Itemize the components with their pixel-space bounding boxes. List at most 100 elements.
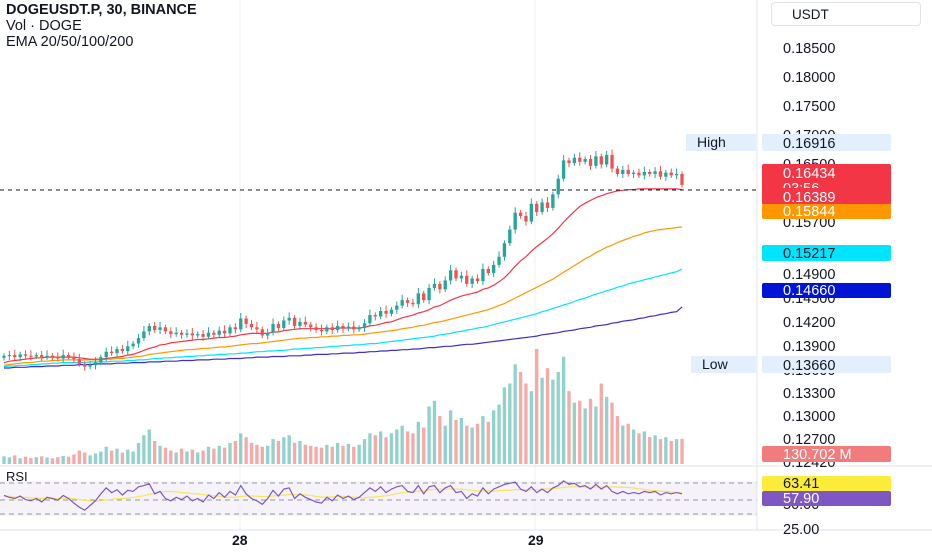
- symbol-title[interactable]: DOGEUSDT.P, 30, BINANCE: [6, 2, 197, 18]
- candle: [222, 330, 227, 334]
- candle: [422, 293, 426, 301]
- candle: [529, 203, 534, 222]
- volume-bar: [13, 455, 17, 464]
- rsi-axis-label: 25.00: [783, 522, 819, 538]
- rsi-value-label: 57.90: [783, 491, 819, 507]
- candle: [502, 243, 507, 257]
- ema-indicator-label[interactable]: EMA 20/50/100/200: [6, 34, 134, 50]
- volume-bar: [244, 437, 248, 464]
- volume-bar: [158, 445, 162, 464]
- candle: [443, 280, 447, 290]
- candle: [50, 355, 55, 357]
- ema200-line: [4, 306, 683, 369]
- volume-bar: [648, 437, 652, 464]
- candle: [61, 355, 65, 359]
- volume-bar: [39, 456, 44, 464]
- volume-bar: [174, 452, 178, 464]
- currency-selector[interactable]: USDT: [771, 2, 921, 26]
- volume-bar: [109, 450, 114, 464]
- volume-bar: [303, 444, 308, 464]
- volume-bar: [56, 457, 60, 464]
- volume-bar: [18, 458, 22, 464]
- volume-bar: [2, 456, 6, 464]
- price-axis-label: 0.18000: [783, 70, 835, 86]
- candle: [325, 327, 329, 332]
- candle: [604, 154, 609, 165]
- candle: [131, 343, 135, 347]
- candle: [405, 300, 410, 303]
- ema20-price-label-bg: [762, 188, 891, 205]
- candle: [561, 160, 566, 179]
- volume-bar: [131, 451, 135, 464]
- candle: [319, 330, 324, 332]
- high-tag-label: High: [697, 134, 726, 150]
- volume-bar: [422, 427, 426, 464]
- candle: [265, 332, 270, 336]
- volume-bar: [185, 451, 189, 464]
- candle: [255, 327, 259, 330]
- ema100-line: [3, 268, 683, 368]
- volume-bar: [330, 446, 334, 464]
- volume-bar: [513, 364, 517, 464]
- ema20-price-label: 0.16389: [783, 190, 835, 206]
- candle: [292, 317, 297, 326]
- volume-bar: [190, 449, 195, 464]
- volume-bar: [502, 387, 507, 464]
- volume-bar: [599, 383, 603, 464]
- volume-bar: [621, 425, 625, 464]
- candle: [551, 194, 555, 208]
- high-tag-bg: [686, 134, 756, 151]
- volume-bar: [23, 456, 28, 464]
- ema200-price-label-bg: [762, 283, 891, 298]
- candle: [540, 202, 544, 212]
- candle: [658, 171, 663, 177]
- volume-bar: [610, 402, 614, 464]
- rsi-ma-value-label: 63.41: [783, 476, 819, 492]
- candle: [352, 326, 356, 330]
- rsi-ma-line: [3, 486, 683, 502]
- volume-bar: [66, 456, 71, 464]
- price-axis-label: 0.18500: [783, 41, 835, 57]
- candle: [233, 327, 238, 330]
- volume-bar: [212, 448, 216, 464]
- volume-bar: [669, 441, 673, 464]
- candle: [459, 275, 464, 279]
- candle: [13, 355, 17, 358]
- volume-bar: [233, 441, 238, 464]
- candle: [513, 212, 517, 230]
- volume-bar: [271, 439, 275, 464]
- volume-bar: [282, 437, 286, 464]
- candle: [373, 315, 377, 317]
- candle: [648, 171, 652, 174]
- candle: [179, 332, 184, 335]
- price-axis-label: 0.13900: [783, 339, 835, 355]
- candle: [39, 355, 44, 358]
- volume-bar: [674, 439, 679, 464]
- price-axis-label: 0.17500: [783, 99, 835, 115]
- candle: [427, 287, 431, 301]
- volume-bar: [126, 449, 130, 464]
- volume-bar: [179, 448, 184, 464]
- candle: [642, 171, 647, 176]
- candle: [357, 327, 361, 330]
- volume-bar: [309, 445, 313, 464]
- volume-bar: [594, 406, 598, 464]
- volume-indicator-label[interactable]: Vol · DOGE: [6, 18, 82, 34]
- volume-bar: [438, 416, 442, 464]
- candle: [77, 359, 82, 364]
- candle: [615, 168, 620, 174]
- volume-bar: [276, 441, 281, 464]
- volume-bar: [658, 439, 663, 464]
- volume-bar: [325, 444, 329, 464]
- volume-bar: [7, 457, 12, 464]
- candle: [674, 173, 679, 176]
- volume-bar: [29, 457, 33, 464]
- candle: [588, 159, 593, 166]
- rsi-indicator-label[interactable]: RSI: [6, 469, 28, 484]
- chart-legend: DOGEUSDT.P, 30, BINANCE Vol · DOGE EMA 2…: [6, 2, 197, 50]
- low-price-label: 0.13660: [783, 358, 835, 374]
- candle: [185, 333, 189, 335]
- volume-bar: [265, 445, 270, 464]
- candle: [249, 323, 254, 328]
